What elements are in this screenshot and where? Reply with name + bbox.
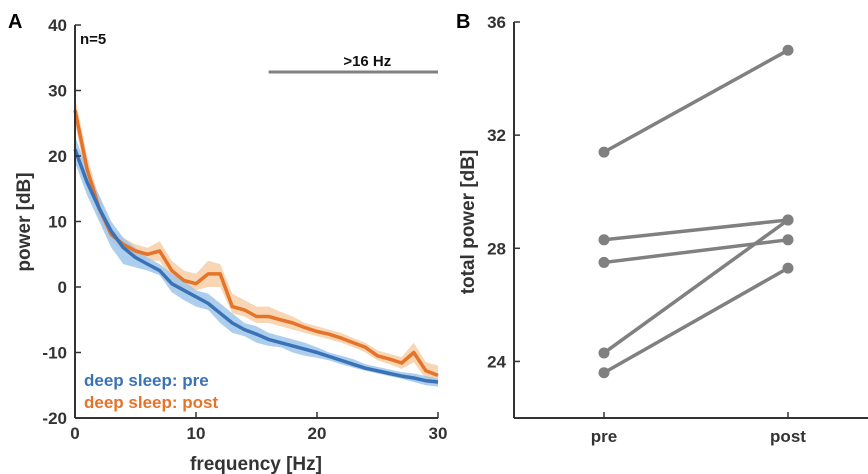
x-tick-label-a: 10 (187, 424, 206, 443)
y-tick-label-a: 10 (48, 213, 67, 232)
point-pre (598, 347, 610, 359)
category-label-post: post (770, 427, 806, 446)
x-tick-label-a: 30 (429, 424, 448, 443)
point-pre (598, 256, 610, 268)
y-axis-label-b: total power [dB] (458, 150, 479, 295)
y-tick-label-a: 30 (48, 82, 67, 101)
panel-a: A -20 -10 0 10 20 30 40 0 10 20 30 n=5 >16 Hz freq… (8, 11, 447, 474)
x-tick-label-a: 20 (308, 424, 327, 443)
n-annotation: n=5 (80, 31, 106, 48)
line-pre (73, 148, 439, 384)
y-tick-label-a: 20 (48, 147, 67, 166)
point-post (782, 234, 794, 246)
point-post (782, 262, 794, 274)
y-axis-label-a: power [dB] (14, 172, 35, 271)
point-post (782, 214, 794, 226)
y-tick-label-a: 40 (48, 16, 67, 35)
ticks-a: -20 -10 0 10 20 30 40 0 10 20 30 (42, 16, 447, 443)
panel-b-label: B (456, 11, 470, 33)
panel-a-label: A (8, 11, 22, 33)
pair-line (602, 218, 790, 355)
point-pre (598, 146, 610, 158)
y-tick-label-a: 0 (58, 278, 67, 297)
subject-pair (598, 44, 794, 158)
subject-pair (598, 234, 794, 268)
pair-line (603, 238, 789, 265)
x-axis-label-a: frequency [Hz] (190, 454, 322, 474)
y-tick-label-b: 28 (487, 239, 506, 258)
category-label-pre: pre (591, 427, 617, 446)
line-post (73, 109, 439, 378)
pairs-b (598, 44, 794, 379)
y-tick-label-a: -20 (42, 409, 67, 428)
bands-a (75, 97, 438, 387)
y-tick-label-b: 36 (487, 13, 506, 32)
point-post (782, 44, 794, 56)
panel-b: B 24 28 32 36 pre post total power [dB] (456, 11, 868, 446)
lines-a (73, 109, 439, 384)
y-tick-label-a: -10 (42, 344, 67, 363)
y-tick-label-b: 32 (487, 126, 506, 145)
band-pre (75, 136, 438, 387)
legend-post: deep sleep: post (84, 393, 218, 412)
point-pre (598, 367, 610, 379)
subject-pair (598, 214, 794, 359)
legend-pre: deep sleep: pre (84, 371, 209, 390)
subject-pair (598, 262, 794, 379)
pair-line (603, 48, 789, 154)
pair-line (603, 218, 789, 242)
significance-label: >16 Hz (343, 53, 391, 70)
subject-pair (598, 214, 794, 246)
y-tick-label-b: 24 (487, 352, 506, 371)
pair-line (603, 266, 789, 375)
x-tick-label-a: 0 (70, 424, 79, 443)
ticks-b: 24 28 32 36 pre post (487, 13, 806, 446)
point-pre (598, 234, 610, 246)
